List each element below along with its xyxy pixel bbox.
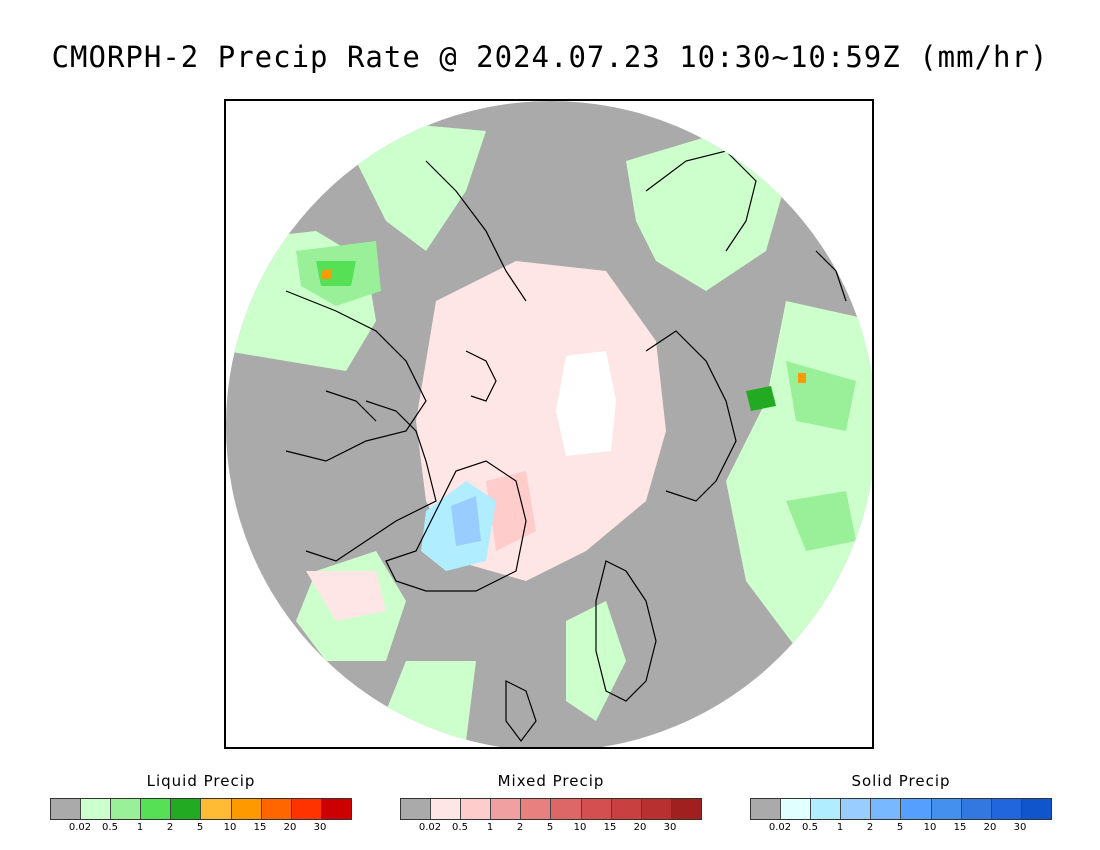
color-swatch: [581, 799, 612, 819]
color-swatch: [431, 799, 462, 819]
tick-label: 0.02: [768, 822, 792, 833]
map-title: CMORPH-2 Precip Rate @ 2024.07.23 10:30~…: [51, 40, 1049, 74]
liquid-precip-region: [356, 121, 486, 251]
color-swatch: [781, 799, 812, 819]
liquid-precip-region: [321, 269, 331, 279]
color-swatch: [901, 799, 932, 819]
color-swatch: [141, 799, 172, 819]
tick-label: 5: [896, 822, 904, 833]
coastlines: [285, 150, 847, 742]
tick-label: 5: [546, 822, 554, 833]
color-swatch: [321, 799, 351, 819]
color-bar: [400, 798, 702, 820]
color-swatch: [231, 799, 262, 819]
color-swatch: [841, 799, 872, 819]
tick-label: 0.5: [102, 822, 118, 833]
color-swatch: [261, 799, 292, 819]
tick-label: 15: [603, 822, 617, 833]
tick-label: 0.5: [452, 822, 468, 833]
legend-title: Mixed Precip: [497, 772, 605, 790]
tick-label: 10: [223, 822, 237, 833]
tick-label: 0.02: [68, 822, 92, 833]
color-bar: [50, 798, 352, 820]
polar-map: [224, 99, 874, 749]
tick-label: 10: [923, 822, 937, 833]
liquid-precip-region: [316, 261, 356, 286]
color-swatch: [931, 799, 962, 819]
color-swatch: [111, 799, 142, 819]
tick-label: 1: [136, 822, 144, 833]
color-swatch: [201, 799, 232, 819]
color-swatch: [81, 799, 112, 819]
missing-data-region: [556, 351, 616, 456]
color-swatch: [641, 799, 672, 819]
tick-label: 0.02: [418, 822, 442, 833]
tick-label: 2: [166, 822, 174, 833]
liquid-precip-region: [798, 373, 806, 383]
tick-label: 10: [573, 822, 587, 833]
color-swatch: [401, 799, 432, 819]
legend-title: Liquid Precip: [146, 772, 256, 790]
color-swatch: [1021, 799, 1051, 819]
liquid-precip-region: [746, 386, 776, 411]
tick-label: 30: [1013, 822, 1027, 833]
legend-mixed: Mixed Precip 0.02 0.5 1 2 5 10 15 20 30: [400, 772, 702, 836]
tick-label: 15: [953, 822, 967, 833]
mixed-precip-region: [306, 571, 386, 621]
tick-label: 2: [866, 822, 874, 833]
color-swatch: [751, 799, 782, 819]
tick-label: 15: [253, 822, 267, 833]
color-bar: [750, 798, 1052, 820]
color-swatch: [611, 799, 642, 819]
map-disk: [226, 101, 872, 747]
tick-label: 20: [283, 822, 297, 833]
precip-map-svg: [226, 101, 872, 747]
color-swatch: [491, 799, 522, 819]
tick-label: 20: [983, 822, 997, 833]
legend-liquid: Liquid Precip 0.02 0.5 1 2 5 10 15 20 30: [50, 772, 352, 836]
tick-label: 30: [663, 822, 677, 833]
tick-labels: 0.02 0.5 1 2 5 10 15 20 30: [400, 822, 702, 836]
tick-labels: 0.02 0.5 1 2 5 10 15 20 30: [750, 822, 1052, 836]
tick-label: 0.5: [802, 822, 818, 833]
liquid-precip-region: [786, 491, 856, 551]
color-swatch: [961, 799, 992, 819]
color-swatch: [51, 799, 82, 819]
color-swatch: [171, 799, 202, 819]
tick-label: 20: [633, 822, 647, 833]
color-swatch: [811, 799, 842, 819]
tick-label: 1: [486, 822, 494, 833]
solid-precip-region: [451, 496, 481, 546]
color-swatch: [521, 799, 552, 819]
tick-label: 30: [313, 822, 327, 833]
color-swatch: [551, 799, 582, 819]
color-swatch: [461, 799, 492, 819]
color-swatch: [671, 799, 701, 819]
legend-title: Solid Precip: [851, 772, 951, 790]
tick-labels: 0.02 0.5 1 2 5 10 15 20 30: [50, 822, 352, 836]
color-swatch: [991, 799, 1022, 819]
color-swatch: [291, 799, 322, 819]
legend-solid: Solid Precip 0.02 0.5 1 2 5 10 15 20 30: [750, 772, 1052, 836]
tick-label: 1: [836, 822, 844, 833]
tick-label: 5: [196, 822, 204, 833]
tick-label: 2: [516, 822, 524, 833]
color-swatch: [871, 799, 902, 819]
liquid-precip-region: [566, 601, 626, 721]
